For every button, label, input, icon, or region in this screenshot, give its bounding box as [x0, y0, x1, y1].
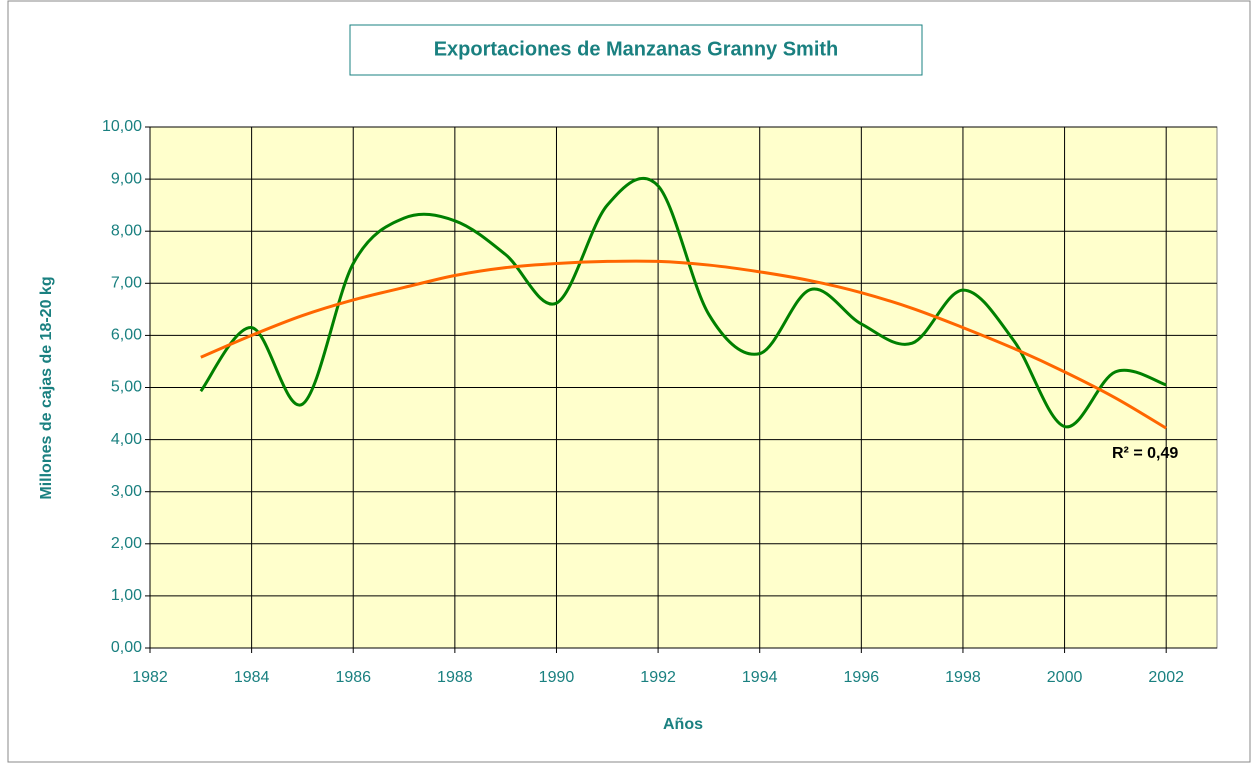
x-axis-label: Años — [663, 716, 703, 733]
y-tick-label: 6,00 — [111, 327, 142, 344]
annotation: R² = 0,49 — [1112, 445, 1178, 462]
y-tick-label: 2,00 — [111, 535, 142, 552]
y-tick-label: 5,00 — [111, 379, 142, 396]
chart-title: Exportaciones de Manzanas Granny Smith — [434, 38, 839, 60]
x-tick-label: 1984 — [234, 669, 270, 686]
y-tick-label: 0,00 — [111, 639, 142, 656]
x-tick-label: 2002 — [1148, 669, 1184, 686]
x-tick-label: 1988 — [437, 669, 473, 686]
x-tick-label: 1998 — [945, 669, 981, 686]
data-line — [199, 176, 1167, 429]
y-tick-label: 8,00 — [111, 222, 142, 239]
x-tick-label: 1982 — [132, 669, 168, 686]
y-tick-label: 9,00 — [111, 170, 142, 187]
x-tick-label: 1996 — [844, 669, 880, 686]
title-box — [349, 24, 923, 76]
data-line — [200, 259, 1167, 430]
y-tick-label: 10,00 — [102, 118, 142, 135]
x-tick-label: 1986 — [335, 669, 371, 686]
y-tick-label: 4,00 — [111, 431, 142, 448]
y-axis-label: Millones de cajas de 18-20 kg — [38, 276, 55, 499]
x-tick-label: 2000 — [1047, 669, 1083, 686]
x-tick-label: 1990 — [539, 669, 575, 686]
y-tick-label: 1,00 — [111, 587, 142, 604]
y-tick-label: 3,00 — [111, 483, 142, 500]
x-tick-label: 1994 — [742, 669, 778, 686]
y-tick-label: 7,00 — [111, 275, 142, 292]
x-tick-label: 1992 — [640, 669, 676, 686]
